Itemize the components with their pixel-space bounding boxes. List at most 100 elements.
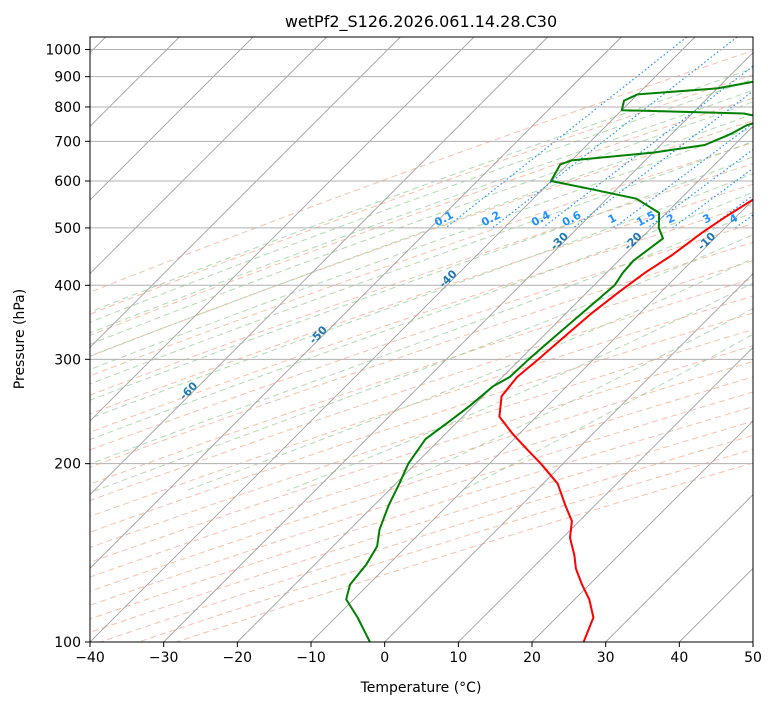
- y-tick-label: 300: [54, 352, 81, 368]
- chart-title: wetPf2_S126.2026.061.14.28.C30: [285, 12, 557, 32]
- x-tick-label: 40: [670, 650, 688, 666]
- mixing-ratio-line: [572, 90, 753, 229]
- dry-adiabat-line: [90, 50, 753, 293]
- isotherm-line: [163, 52, 753, 642]
- isotherm-line: [90, 37, 696, 642]
- dry-adiabat-line: [90, 222, 753, 451]
- dry-adiabat-line: [90, 260, 753, 485]
- moist-adiabat-line: [90, 191, 753, 441]
- moist-adiabat-line: [90, 156, 753, 401]
- moist-adiabat-line: [185, 257, 753, 492]
- dry-adiabat-line: [90, 328, 753, 548]
- y-axis-label: Pressure (hPa): [12, 289, 28, 389]
- moist-adiabat-line: [286, 282, 753, 492]
- dry-adiabat-line: [90, 360, 753, 578]
- dry-adiabat-line: [90, 120, 753, 357]
- x-axis-label: Temperature (°C): [360, 680, 482, 696]
- x-tick-label: 50: [744, 650, 762, 666]
- moist-adiabat-line: [90, 126, 753, 371]
- line-labels: 0.10.20.40.611.52346810131620253036-100-…: [47, 208, 775, 458]
- dry-adiabat-line: [90, 241, 753, 468]
- y-tick-label: 200: [54, 457, 81, 473]
- moist-adiabat-line: [90, 212, 753, 465]
- isotherm-line: [531, 420, 753, 642]
- mixing-ratio-line: [542, 65, 753, 229]
- moist-adiabat-line: [90, 67, 753, 313]
- y-tick-label: 400: [54, 278, 81, 294]
- moist-adiabat-line: [90, 140, 753, 385]
- dry-adiabat-line: [90, 163, 753, 396]
- mixing-ratio-label: 6: [766, 211, 775, 226]
- y-axis-ticks: 100 200 300 400 500 600 700 800 900 1000: [45, 43, 90, 651]
- x-tick-label: 0: [380, 650, 389, 666]
- isotherm-line: [384, 273, 753, 642]
- mixing-ratio-label: 3: [701, 211, 714, 226]
- mixing-ratio-line: [734, 214, 753, 229]
- moist-adiabat-line: [90, 173, 753, 419]
- x-tick-label: 20: [523, 650, 541, 666]
- isotherm-label: -20: [621, 229, 644, 252]
- isotherm-line: [679, 567, 753, 642]
- isotherm-line: [90, 37, 548, 496]
- x-tick-label: −30: [149, 650, 179, 666]
- y-tick-label: 600: [54, 174, 81, 190]
- x-tick-label: 10: [449, 650, 467, 666]
- mixing-ratio-label: 0.1: [432, 208, 455, 229]
- y-tick-label: 700: [54, 134, 81, 150]
- dry-adiabat-line: [100, 434, 753, 642]
- dry-adiabat-line: [90, 345, 753, 563]
- dry-adiabat-line: [90, 183, 753, 415]
- mixing-ratio-label: 1.5: [634, 208, 657, 229]
- isotherm-line: [90, 37, 622, 569]
- mixing-ratio-label: 1: [606, 211, 619, 226]
- mixing-ratio-label: 0.4: [529, 208, 553, 229]
- dry-adiabat-line: [90, 312, 753, 533]
- moist-adiabat-line: [94, 234, 753, 492]
- isotherm-line: [90, 37, 475, 422]
- profile-series: [345, 80, 753, 642]
- moist-adiabat-line: [90, 101, 753, 345]
- isotherm-label: -70: [47, 435, 70, 458]
- mixing-ratio-line: [492, 37, 738, 229]
- y-tick-label: 900: [54, 70, 81, 86]
- moist-adiabat-line: [90, 113, 753, 357]
- dry-adiabat-line: [90, 97, 753, 336]
- isotherm-line: [90, 37, 401, 348]
- moist-adiabat-line: [90, 89, 753, 334]
- dry-adiabat-line: [90, 295, 753, 518]
- y-tick-label: 1000: [45, 43, 81, 59]
- x-axis-ticks: −40 −30 −20 −10 0 10 20 30 40 50: [75, 642, 762, 666]
- isotherm-line: [310, 199, 753, 642]
- isotherm-line: [458, 346, 753, 642]
- isotherm-line: [90, 37, 327, 275]
- isotherm-label: -10: [695, 229, 718, 252]
- x-tick-label: 30: [597, 650, 615, 666]
- dry-adiabat-line: [90, 278, 753, 502]
- isotherm-line: [605, 494, 753, 642]
- x-tick-label: −20: [223, 650, 253, 666]
- temperature-line: [498, 198, 753, 642]
- plot-frame: [89, 36, 754, 643]
- isotherm-label: -30: [548, 229, 571, 252]
- x-tick-label: −40: [75, 650, 105, 666]
- mixing-ratio-label: 2: [664, 211, 677, 226]
- dry-adiabat-line: [90, 391, 753, 606]
- background-lines: [90, 37, 753, 642]
- isotherm-line: [90, 37, 254, 201]
- dry-adiabat-line: [90, 141, 753, 377]
- dry-adiabat-line: [90, 74, 753, 315]
- y-tick-label: 500: [54, 221, 81, 237]
- dewpoint-line: [345, 80, 753, 642]
- moist-adiabat-line: [382, 307, 753, 492]
- mixing-ratio-line: [445, 37, 688, 229]
- isotherm-line: [237, 125, 753, 642]
- moist-adiabat-line: [461, 333, 753, 492]
- y-tick-label: 800: [54, 100, 81, 116]
- y-tick-label: 100: [54, 635, 81, 651]
- mixing-ratio-line: [613, 122, 753, 229]
- dry-adiabat-line: [90, 376, 753, 592]
- isotherm-label: -50: [307, 323, 330, 346]
- dry-adiabat-line: [90, 203, 753, 433]
